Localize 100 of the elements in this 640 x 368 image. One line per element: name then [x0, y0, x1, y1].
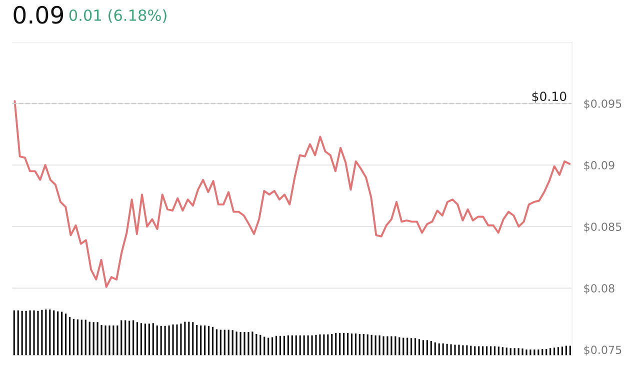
bar	[270, 336, 274, 356]
bar	[218, 328, 223, 356]
bar	[480, 344, 485, 356]
bar	[68, 316, 72, 356]
bar	[488, 344, 493, 356]
bar	[373, 334, 378, 356]
y-tick-label: $0.095	[584, 99, 622, 110]
bar	[143, 322, 148, 356]
bar	[310, 334, 314, 356]
bar	[536, 348, 541, 356]
bar	[107, 324, 112, 356]
bar	[405, 336, 410, 356]
bar	[369, 333, 374, 356]
bar	[246, 330, 251, 356]
bar	[421, 338, 426, 356]
bar	[492, 344, 497, 356]
bar	[365, 333, 370, 356]
y-tick-label: $0.08	[584, 284, 614, 294]
bar	[409, 336, 414, 356]
y-tick-label: $0.085	[584, 222, 622, 232]
bar	[425, 338, 430, 356]
bar	[139, 322, 144, 356]
bar	[456, 343, 462, 356]
bar	[436, 342, 442, 356]
bar	[32, 309, 36, 356]
bar	[242, 330, 247, 356]
bar	[214, 328, 219, 356]
bar	[278, 334, 282, 356]
bar	[238, 330, 243, 356]
bar	[52, 309, 56, 356]
bar	[258, 333, 263, 356]
bar	[150, 322, 156, 356]
bar	[556, 346, 560, 356]
bar	[174, 323, 180, 356]
bar	[500, 346, 505, 356]
bar	[397, 336, 402, 356]
bar	[496, 345, 501, 356]
bar	[520, 347, 525, 356]
bar	[127, 319, 132, 356]
bar	[552, 346, 556, 356]
bar	[464, 344, 470, 356]
bar	[83, 318, 88, 356]
chart-subtitle: 0.01 (6.18%)	[69, 9, 166, 23]
bar	[135, 320, 140, 356]
bar	[361, 332, 366, 356]
bar	[72, 317, 76, 356]
bar	[103, 324, 108, 356]
bar	[274, 334, 278, 356]
bar	[516, 346, 521, 356]
bar	[452, 343, 458, 356]
bar	[326, 333, 330, 356]
bar	[548, 346, 552, 356]
bar	[226, 328, 231, 356]
bar	[512, 346, 517, 356]
bar	[230, 328, 235, 356]
bar	[64, 312, 68, 356]
bar	[440, 342, 446, 356]
bar	[20, 309, 24, 356]
bar	[350, 332, 354, 356]
bar	[36, 309, 40, 356]
bar	[266, 336, 271, 356]
bar	[432, 341, 438, 356]
bar	[508, 346, 513, 356]
bar	[154, 324, 160, 356]
bar	[334, 332, 338, 356]
bar	[190, 320, 196, 356]
bar	[524, 348, 529, 356]
bar	[202, 324, 207, 356]
bar	[314, 333, 318, 356]
bar	[119, 318, 124, 356]
bar	[377, 334, 382, 356]
bar	[290, 334, 294, 356]
bar	[99, 324, 104, 356]
bar	[87, 320, 92, 356]
bar	[330, 332, 334, 356]
bar	[381, 334, 386, 356]
bar	[540, 348, 545, 356]
bar	[210, 325, 215, 356]
bar	[560, 345, 564, 356]
bar	[294, 334, 298, 356]
chart-title: 0.09	[14, 6, 64, 24]
bar	[170, 323, 176, 356]
bar	[79, 318, 84, 356]
bar	[298, 334, 302, 356]
bar	[346, 332, 350, 356]
bar	[544, 348, 549, 356]
y-tick-label: $0.075	[584, 345, 622, 356]
bar	[564, 344, 568, 356]
bar	[476, 344, 482, 356]
bar	[448, 342, 454, 356]
bar	[338, 332, 342, 356]
y-tick-label: $0.09	[584, 160, 614, 171]
bar	[385, 334, 390, 356]
bar	[484, 344, 489, 356]
bar	[472, 344, 478, 356]
bar	[95, 320, 100, 356]
bar	[401, 336, 406, 356]
bar	[48, 308, 52, 356]
ref-line-label: $0.10	[532, 91, 566, 103]
bar	[194, 324, 200, 356]
